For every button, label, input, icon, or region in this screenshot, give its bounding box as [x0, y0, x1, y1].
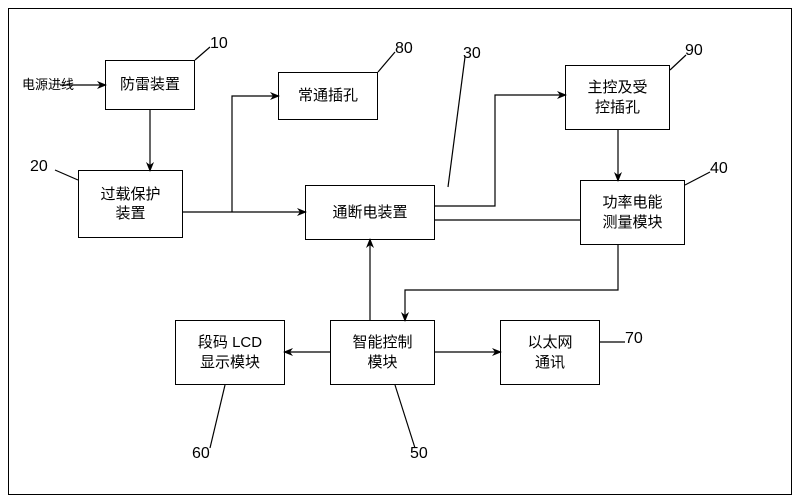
node-90-master-slave-socket: 主控及受控插孔 [565, 65, 670, 130]
node-10-lightning-protection: 防雷装置 [105, 60, 195, 110]
node-70-ethernet: 以太网通讯 [500, 320, 600, 385]
tag-60: 60 [192, 445, 210, 463]
diagram-canvas: 电源进线 防雷装置 过载保护装置 常通插孔 通断电装置 主控及受控插孔 功率电能… [0, 0, 800, 503]
tag-30: 30 [463, 45, 481, 63]
node-40-power-measure: 功率电能测量模块 [580, 180, 685, 245]
node-60-lcd-display: 段码 LCD显示模块 [175, 320, 285, 385]
tag-70: 70 [625, 330, 643, 348]
node-20-overload-protection: 过载保护装置 [78, 170, 183, 238]
tag-80: 80 [395, 40, 413, 58]
tag-40: 40 [710, 160, 728, 178]
node-30-power-switch: 通断电装置 [305, 185, 435, 240]
tag-20: 20 [30, 158, 48, 176]
node-50-smart-control: 智能控制模块 [330, 320, 435, 385]
tag-10: 10 [210, 35, 228, 53]
node-80-always-on-socket: 常通插孔 [278, 72, 378, 120]
tag-50: 50 [410, 445, 428, 463]
power-input-label: 电源进线 [22, 74, 74, 93]
tag-90: 90 [685, 42, 703, 60]
